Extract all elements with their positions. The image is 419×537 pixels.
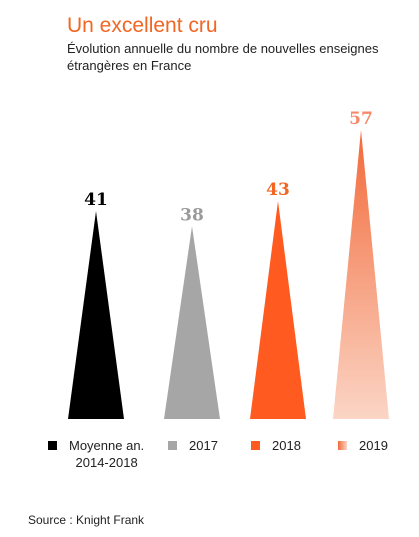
value-label-1: 38: [180, 205, 204, 225]
legend-item-1: 2017: [168, 437, 218, 454]
legend-swatch-1: [168, 441, 177, 450]
value-label-2: 43: [266, 180, 290, 200]
legend-item-2: 2018: [251, 437, 301, 454]
legend-swatch-3: [338, 441, 347, 450]
chart-title: Un excellent cru: [67, 14, 218, 37]
bar-1: [164, 226, 220, 419]
legend-swatch-2: [251, 441, 260, 450]
bar-0: [68, 211, 124, 419]
legend-label-1: 2017: [189, 438, 218, 453]
legend-item-0: Moyenne an. 2014-2018: [48, 437, 144, 471]
chart-subtitle: Évolution annuelle du nombre de nouvelle…: [67, 41, 379, 73]
bar-2: [250, 201, 306, 419]
legend-item-3: 2019: [338, 437, 388, 454]
value-label-0: 41: [84, 190, 108, 210]
value-label-3: 57: [349, 109, 373, 129]
legend-label-2: 2018: [272, 438, 301, 453]
legend-label-0: Moyenne an. 2014-2018: [69, 438, 145, 470]
source-note: Source : Knight Frank: [28, 513, 145, 527]
bar-3: [333, 130, 389, 419]
legend-swatch-0: [48, 441, 57, 450]
legend-label-3: 2019: [359, 438, 388, 453]
